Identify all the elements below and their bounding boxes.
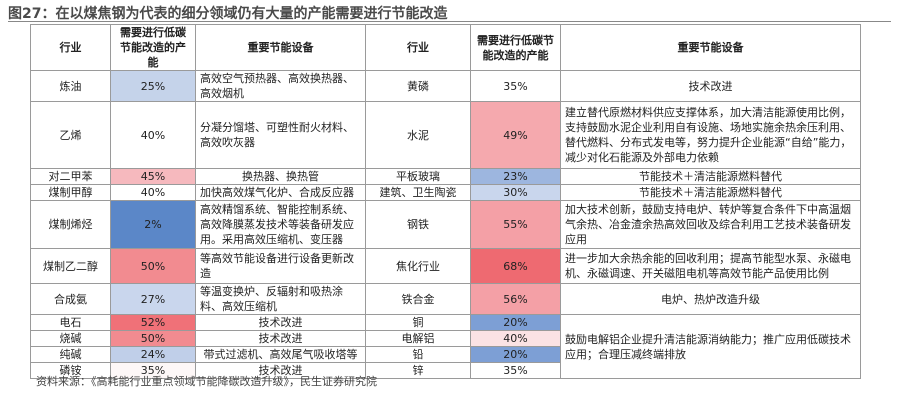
cell: 30% <box>470 184 561 201</box>
cell: 合成氨 <box>30 283 111 315</box>
cell: 等温变换炉、反辐射和吸热涂料、高效压缩机 <box>195 283 366 315</box>
cell: 加快高效煤气化炉、合成反应器 <box>195 184 366 201</box>
cell: 52% <box>110 314 196 331</box>
header-row: 行业 需要进行低碳节能改造的产能 重要节能设备 行业 需要进行低碳节能改造的产能… <box>30 24 861 71</box>
cell: 35% <box>110 362 196 379</box>
cell: 分凝分馏塔、可塑性耐火材料、高效吹灰器 <box>195 101 366 169</box>
cell: 煤制甲醇 <box>30 184 111 201</box>
cell: 纯碱 <box>30 346 111 363</box>
cell: 高效精馏系统、智能控制系统、高效降膜蒸发技术等装备研发应用。采用高效压缩机、变压… <box>195 200 366 249</box>
cell: 技术改进 <box>195 362 366 379</box>
cell: 煤制乙二醇 <box>30 248 111 284</box>
cell: 高效空气预热器、高效换热器、高效烟机 <box>195 70 366 102</box>
cell: 24% <box>110 346 196 363</box>
cell: 烧碱 <box>30 330 111 347</box>
cell: 换热器、换热管 <box>195 168 366 185</box>
cell: 23% <box>470 168 561 185</box>
cell: 带式过滤机、高效尾气吸收塔等 <box>195 346 366 363</box>
header-cell: 需要进行低碳节能改造的产能 <box>110 24 196 71</box>
cell: 68% <box>470 248 561 284</box>
cell: 乙烯 <box>30 101 111 169</box>
cell: 40% <box>110 184 196 201</box>
header-cell: 行业 <box>365 24 471 71</box>
header-cell: 行业 <box>30 24 111 71</box>
cell: 磷铵 <box>30 362 111 379</box>
cell: 40% <box>110 101 196 169</box>
cell: 铁合金 <box>365 283 471 315</box>
cell: 黄磷 <box>365 70 471 102</box>
cell: 25% <box>110 70 196 102</box>
cell: 50% <box>110 330 196 347</box>
cell: 40% <box>470 330 561 347</box>
cell: 炼油 <box>30 70 111 102</box>
cell: 2% <box>110 200 196 249</box>
cell: 煤制烯烃 <box>30 200 111 249</box>
cell: 节能技术＋清洁能源燃料替代 <box>560 184 861 201</box>
cell: 技术改进 <box>195 314 366 331</box>
cell: 加大技术创新，鼓励支持电炉、转炉等复合条件下中高温烟气余热、冶金渣余热高效回收及… <box>560 200 861 249</box>
cell: 平板玻璃 <box>365 168 471 185</box>
cell: 对二甲苯 <box>30 168 111 185</box>
cell: 技术改进 <box>560 70 861 102</box>
cell: 20% <box>470 346 561 363</box>
cell: 电解铝 <box>365 330 471 347</box>
cell: 20% <box>470 314 561 331</box>
cell: 铜 <box>365 314 471 331</box>
cell: 进一步加大余热余能的回收利用；提高节能型水泵、永磁电机、永磁调速、开关磁阻电机等… <box>560 248 861 284</box>
cell: 45% <box>110 168 196 185</box>
cell: 35% <box>470 70 561 102</box>
source-note: 资料来源：《高耗能行业重点领域节能降碳改造升级》，民生证券研究院 <box>36 375 377 388</box>
cell: 50% <box>110 248 196 284</box>
cell: 建立替代原燃材料供应支撑体系，加大清洁能源使用比例，支持鼓励水泥企业利用自有设施… <box>560 101 861 169</box>
cell: 电炉、热炉改造升级 <box>560 283 861 315</box>
cell: 55% <box>470 200 561 249</box>
cell: 27% <box>110 283 196 315</box>
figure-title: 图27：在以煤焦钢为代表的细分领域仍有大量的产能需要进行节能改造 <box>8 6 448 22</box>
cell: 等高效节能设备进行设备更新改造 <box>195 248 366 284</box>
header-cell: 重要节能设备 <box>560 24 861 71</box>
cell: 锌 <box>365 362 471 379</box>
cell: 钢铁 <box>365 200 471 249</box>
title-rule <box>8 21 891 22</box>
cell: 铅 <box>365 346 471 363</box>
table: 行业 需要进行低碳节能改造的产能 重要节能设备 行业 需要进行低碳节能改造的产能… <box>30 24 861 379</box>
cell: 节能技术＋清洁能源燃料替代 <box>560 168 861 185</box>
cell: 水泥 <box>365 101 471 169</box>
cell: 建筑、卫生陶瓷 <box>365 184 471 201</box>
header-cell: 重要节能设备 <box>195 24 366 71</box>
cell: 49% <box>470 101 561 169</box>
cell: 鼓励电解铝企业提升清洁能源消纳能力；推广应用低碳技术应用；合理压减终端排放 <box>560 314 861 379</box>
cell: 技术改进 <box>195 330 366 347</box>
cell: 焦化行业 <box>365 248 471 284</box>
cell: 电石 <box>30 314 111 331</box>
cell: 56% <box>470 283 561 315</box>
cell: 35% <box>470 362 561 379</box>
header-cell: 需要进行低碳节能改造的产能 <box>470 24 561 71</box>
